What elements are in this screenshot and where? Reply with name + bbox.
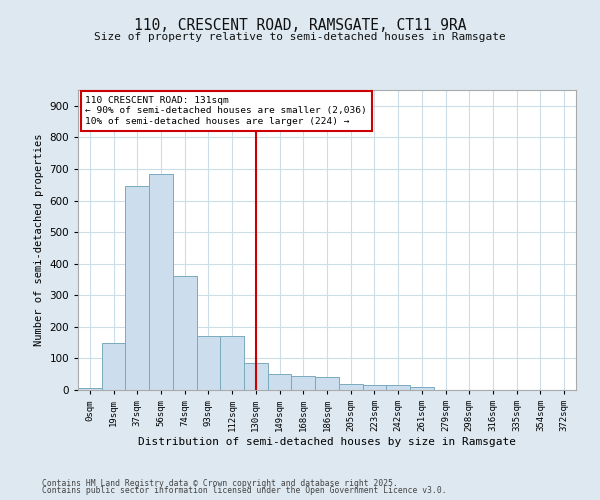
Bar	[220, 336, 244, 390]
Bar	[410, 387, 434, 390]
Bar	[149, 174, 173, 390]
Bar	[292, 376, 315, 390]
Bar	[78, 388, 102, 390]
Bar	[244, 363, 268, 390]
Text: Contains public sector information licensed under the Open Government Licence v3: Contains public sector information licen…	[42, 486, 446, 495]
Bar	[362, 386, 386, 390]
Bar	[315, 378, 339, 390]
Bar	[339, 384, 362, 390]
Bar	[386, 386, 410, 390]
Text: 110, CRESCENT ROAD, RAMSGATE, CT11 9RA: 110, CRESCENT ROAD, RAMSGATE, CT11 9RA	[134, 18, 466, 32]
Bar	[125, 186, 149, 390]
Bar	[197, 336, 220, 390]
Y-axis label: Number of semi-detached properties: Number of semi-detached properties	[34, 134, 44, 346]
Text: Size of property relative to semi-detached houses in Ramsgate: Size of property relative to semi-detach…	[94, 32, 506, 42]
Bar	[102, 342, 125, 390]
Text: 110 CRESCENT ROAD: 131sqm
← 90% of semi-detached houses are smaller (2,036)
10% : 110 CRESCENT ROAD: 131sqm ← 90% of semi-…	[85, 96, 367, 126]
Bar	[268, 374, 292, 390]
Bar	[173, 276, 197, 390]
X-axis label: Distribution of semi-detached houses by size in Ramsgate: Distribution of semi-detached houses by …	[138, 437, 516, 447]
Text: Contains HM Land Registry data © Crown copyright and database right 2025.: Contains HM Land Registry data © Crown c…	[42, 478, 398, 488]
